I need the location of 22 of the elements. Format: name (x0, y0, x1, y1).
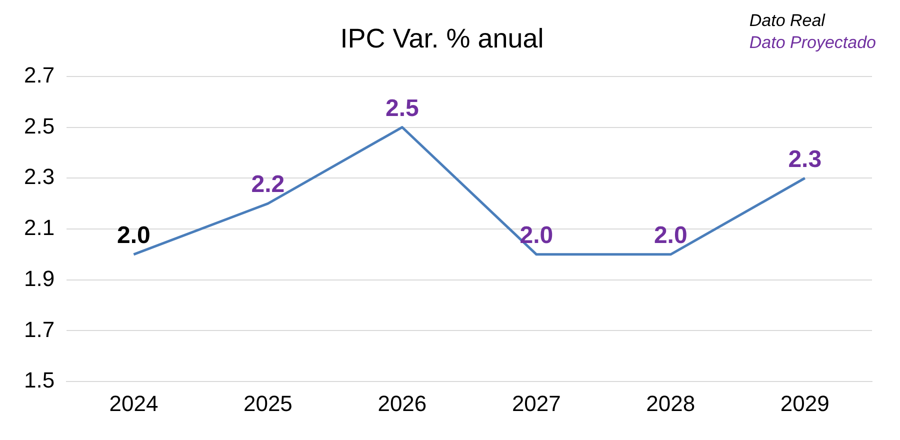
y-tick-label: 2.7 (24, 62, 55, 88)
x-tick-label: 2029 (780, 390, 830, 416)
data-label: 2.0 (520, 222, 554, 250)
x-tick-label: 2027 (512, 390, 561, 416)
text: Dato Proyectado (749, 32, 876, 54)
data-label: 2.0 (654, 222, 688, 250)
y-tick-label: 2.3 (24, 164, 55, 190)
chart-title: IPC Var. % anual (340, 24, 544, 54)
y-tick-label: 2.1 (24, 215, 55, 240)
y-tick-label: 1.9 (24, 266, 55, 291)
y-tick-label: 1.5 (24, 368, 55, 393)
x-tick-label: 2028 (646, 390, 696, 416)
data-label: 2.0 (117, 222, 150, 250)
data-label: 2.5 (385, 94, 419, 122)
text: Dato Real (749, 10, 826, 32)
data-label: 2.2 (251, 171, 285, 198)
data-label: 2.3 (788, 146, 822, 173)
x-tick-label: 2024 (109, 390, 158, 416)
y-tick-label: 2.5 (24, 113, 55, 138)
y-tick-label: 1.7 (24, 316, 55, 342)
x-tick-label: 2026 (378, 390, 427, 416)
x-tick-label: 2025 (243, 390, 292, 416)
